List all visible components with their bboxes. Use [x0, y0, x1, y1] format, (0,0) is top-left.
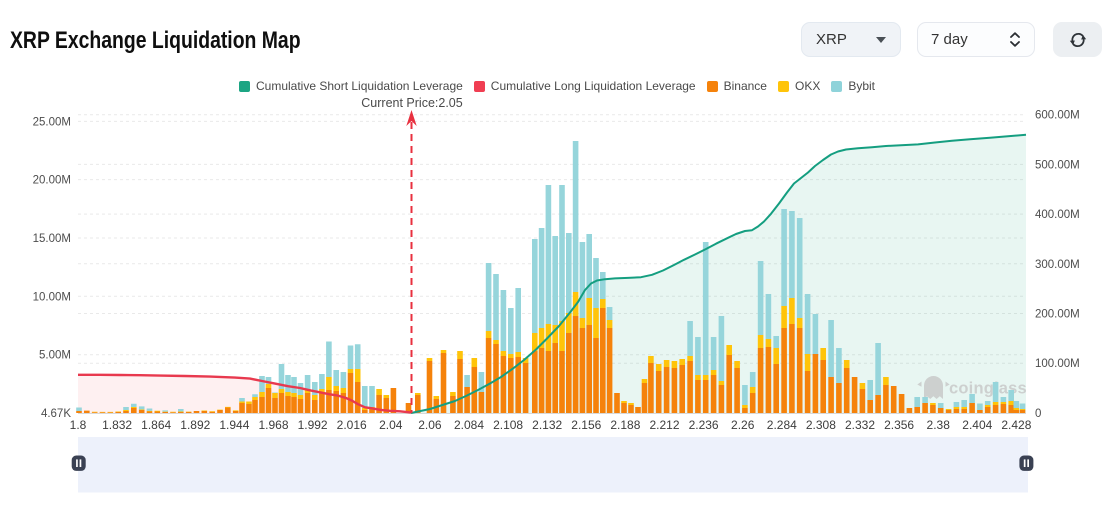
svg-text:200.00M: 200.00M — [1035, 309, 1080, 321]
svg-text:2.308: 2.308 — [806, 418, 836, 432]
svg-text:100.00M: 100.00M — [1035, 358, 1080, 370]
svg-text:2.404: 2.404 — [962, 418, 992, 432]
svg-text:2.06: 2.06 — [418, 418, 442, 432]
svg-text:2.356: 2.356 — [884, 418, 914, 432]
svg-text:500.00M: 500.00M — [1035, 159, 1080, 171]
svg-text:20.00M: 20.00M — [33, 175, 71, 187]
svg-text:0: 0 — [1035, 408, 1041, 420]
svg-text:2.156: 2.156 — [571, 418, 601, 432]
svg-text:400.00M: 400.00M — [1035, 209, 1080, 221]
svg-text:2.016: 2.016 — [337, 418, 367, 432]
svg-text:5.00M: 5.00M — [39, 350, 71, 362]
svg-text:2.38: 2.38 — [927, 418, 951, 432]
svg-text:2.26: 2.26 — [731, 418, 755, 432]
svg-text:1.8: 1.8 — [70, 418, 87, 432]
svg-text:2.236: 2.236 — [689, 418, 719, 432]
svg-text:2.108: 2.108 — [493, 418, 523, 432]
svg-text:1.944: 1.944 — [219, 418, 249, 432]
svg-text:coinglass: coinglass — [949, 380, 1027, 398]
svg-text:25.00M: 25.00M — [33, 116, 71, 128]
svg-text:1.892: 1.892 — [180, 418, 210, 432]
svg-text:2.132: 2.132 — [532, 418, 562, 432]
svg-text:600.00M: 600.00M — [1035, 110, 1080, 122]
svg-text:2.428: 2.428 — [1001, 418, 1031, 432]
svg-text:300.00M: 300.00M — [1035, 259, 1080, 271]
svg-text:2.212: 2.212 — [649, 418, 679, 432]
svg-text:1.864: 1.864 — [141, 418, 171, 432]
svg-text:4.67K: 4.67K — [41, 408, 71, 420]
svg-text:2.188: 2.188 — [610, 418, 640, 432]
svg-text:15.00M: 15.00M — [33, 233, 71, 245]
svg-text:1.992: 1.992 — [298, 418, 328, 432]
svg-text:1.832: 1.832 — [102, 418, 132, 432]
svg-text:2.284: 2.284 — [767, 418, 797, 432]
svg-text:2.04: 2.04 — [379, 418, 403, 432]
svg-text:2.084: 2.084 — [454, 418, 484, 432]
svg-text:1.968: 1.968 — [258, 418, 288, 432]
svg-text:2.332: 2.332 — [845, 418, 875, 432]
svg-text:10.00M: 10.00M — [33, 291, 71, 303]
